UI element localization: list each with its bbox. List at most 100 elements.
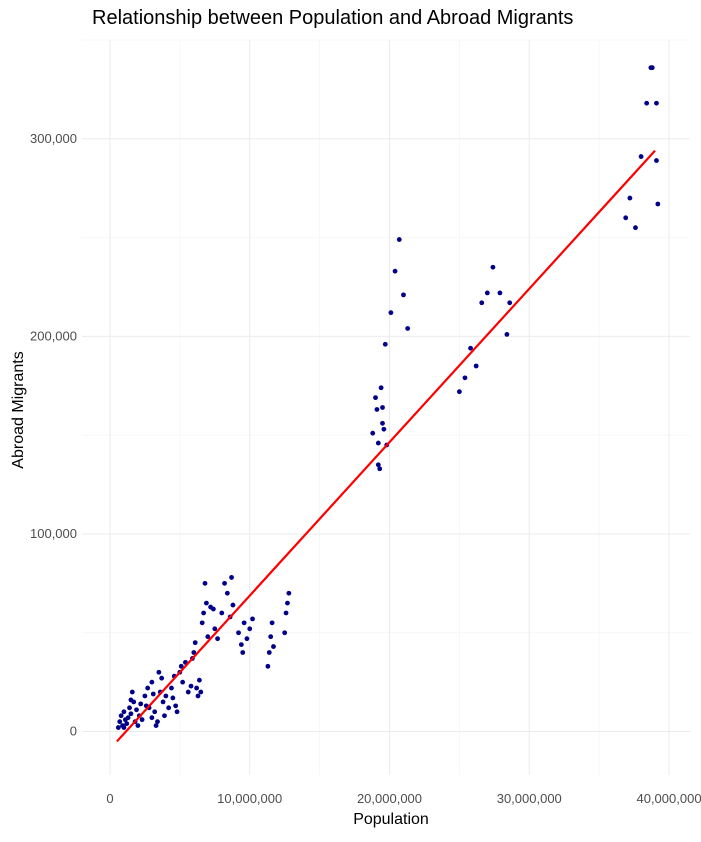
- y-tick-label: 100,000: [30, 526, 77, 541]
- data-point: [484, 290, 490, 296]
- data-point: [198, 689, 204, 695]
- x-tick-label: 20,000,000: [357, 791, 422, 806]
- data-point: [285, 600, 290, 606]
- data-point: [623, 215, 629, 221]
- data-point: [380, 420, 385, 426]
- data-point: [473, 363, 479, 369]
- data-point: [282, 630, 288, 636]
- data-point: [392, 268, 398, 274]
- data-point: [247, 626, 253, 632]
- data-point: [374, 407, 380, 412]
- x-axis-title: Population: [353, 811, 429, 828]
- data-point: [215, 636, 220, 642]
- data-point: [269, 620, 275, 626]
- data-point: [382, 341, 388, 347]
- data-point: [160, 699, 166, 705]
- data-point: [236, 630, 241, 636]
- data-point: [286, 590, 292, 596]
- y-tick-label: 300,000: [30, 131, 77, 146]
- data-point: [178, 663, 184, 669]
- data-point: [153, 723, 159, 729]
- data-point: [219, 610, 225, 616]
- data-point: [633, 225, 638, 231]
- data-point: [655, 201, 661, 207]
- x-tick-label: 10,000,000: [217, 791, 282, 806]
- data-point: [265, 663, 271, 669]
- data-point: [125, 715, 131, 721]
- data-point: [134, 707, 139, 713]
- data-point: [405, 326, 411, 331]
- data-point: [377, 466, 383, 472]
- data-point: [375, 440, 381, 446]
- data-point: [152, 709, 158, 715]
- data-point: [241, 620, 247, 626]
- data-point: [195, 693, 201, 699]
- data-point: [203, 600, 209, 606]
- data-point: [244, 636, 250, 642]
- data-point: [268, 634, 274, 640]
- data-point: [169, 685, 174, 691]
- data-point: [174, 709, 180, 715]
- data-point: [163, 693, 169, 699]
- data-point: [197, 677, 202, 683]
- data-point: [229, 575, 234, 580]
- data-point: [201, 610, 207, 616]
- data-point: [497, 290, 503, 296]
- data-point: [370, 430, 376, 436]
- data-point: [373, 395, 378, 401]
- x-tick-label: 40,000,000: [636, 791, 701, 806]
- data-point: [121, 725, 127, 730]
- data-point: [188, 683, 194, 689]
- data-point: [127, 705, 132, 711]
- data-point: [230, 602, 236, 608]
- data-point: [238, 642, 244, 647]
- data-point: [224, 590, 230, 596]
- data-point: [121, 709, 127, 715]
- data-point: [210, 606, 216, 612]
- data-point: [199, 620, 205, 626]
- x-tick-label: 0: [106, 791, 113, 806]
- data-point: [462, 375, 468, 381]
- data-point: [142, 693, 148, 699]
- data-point: [162, 713, 167, 719]
- data-point: [135, 723, 141, 729]
- data-point: [212, 626, 218, 632]
- data-point: [115, 725, 121, 730]
- data-point: [396, 237, 402, 242]
- data-point: [149, 715, 155, 721]
- data-point: [638, 154, 644, 159]
- y-tick-label: 0: [70, 724, 77, 739]
- data-point: [124, 721, 130, 727]
- data-point: [156, 669, 162, 675]
- data-point: [266, 650, 272, 655]
- data-point: [222, 580, 227, 586]
- data-point: [479, 300, 485, 306]
- data-point: [150, 691, 156, 697]
- data-point: [205, 634, 211, 640]
- trend-line: [116, 149, 656, 743]
- data-point: [388, 310, 394, 316]
- data-point: [456, 389, 462, 395]
- data-point: [380, 405, 385, 410]
- data-point: [159, 675, 165, 681]
- data-point: [627, 195, 633, 201]
- chart-title: Relationship between Population and Abro…: [92, 7, 574, 29]
- data-point: [240, 650, 246, 655]
- data-point: [283, 610, 289, 616]
- data-point: [202, 580, 208, 586]
- data-point: [155, 719, 160, 725]
- data-point: [378, 385, 384, 391]
- data-point: [654, 158, 659, 163]
- data-points: [115, 65, 661, 730]
- data-point: [381, 426, 387, 432]
- data-point: [191, 650, 197, 655]
- data-point: [117, 719, 123, 725]
- data-point: [401, 292, 406, 298]
- data-point: [194, 685, 200, 691]
- data-point: [649, 65, 655, 71]
- data-point: [644, 100, 650, 106]
- data-point: [271, 644, 276, 649]
- data-point: [166, 705, 172, 711]
- data-point: [192, 640, 198, 646]
